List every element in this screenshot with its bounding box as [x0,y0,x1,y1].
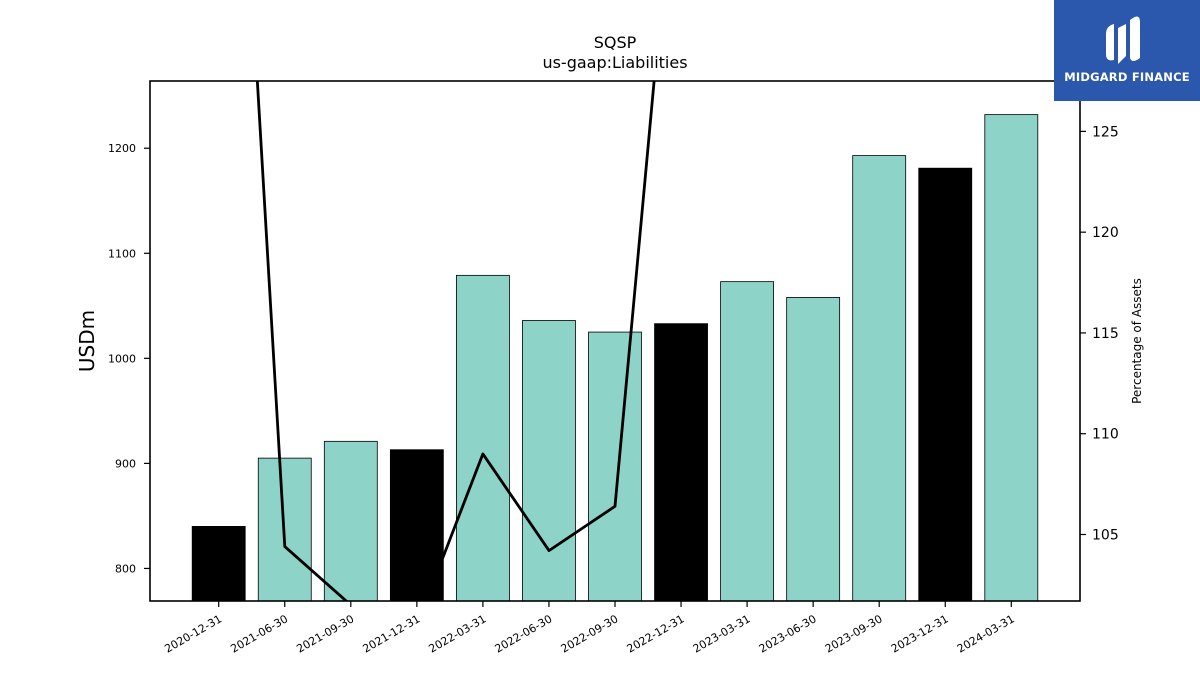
x-tick-label: 2023-06-30 [757,612,819,655]
x-tick-label: 2021-06-30 [228,612,290,655]
bar-2022-09-30 [588,331,642,602]
x-tick-label: 2022-03-31 [427,612,489,655]
bar-2022-06-30 [522,320,576,602]
logo-mark-icon [1106,16,1140,64]
right-y-axis-label: Percentage of Assets [1130,278,1144,404]
logo-text: MIDGARD FINANCE [1064,70,1190,84]
bar-2021-09-30 [323,440,378,602]
y2-tick-label: 105 [1092,527,1119,543]
y-tick-label: 1000 [108,352,136,365]
x-tick-label: 2024-03-31 [955,612,1017,655]
x-tick-label: 2023-12-31 [889,612,951,655]
midgard-finance-logo: MIDGARD FINANCE [1054,0,1200,101]
y2-tick-label: 115 [1092,326,1119,342]
x-tick-label: 2020-12-31 [162,612,224,655]
chart-title: SQSP [594,33,637,52]
bar-2020-12-31 [191,526,246,602]
percentage-line-series [255,81,656,601]
bar-2023-09-30 [852,155,907,602]
bar-series [191,114,1039,602]
chart-subtitle: us-gaap:Liabilities [542,53,687,72]
y-tick-label: 800 [115,562,136,575]
percentage-of-assets-line [255,81,656,601]
y-tick-label: 900 [115,457,136,470]
x-tick-label: 2021-12-31 [360,612,422,655]
x-tick-label: 2023-03-31 [691,612,753,655]
x-axis-ticks: 2020-12-31 2021-06-30 2021-09-30 2021-12-31… [162,601,1017,656]
bar-2023-03-31 [720,281,774,602]
bar-2022-12-31 [654,323,708,602]
y-tick-label: 1200 [108,142,136,155]
y-tick-label: 1100 [108,247,136,260]
x-tick-label: 2022-09-30 [559,612,621,655]
right-axis-ticks: 105 110 115 120 125 [1080,124,1119,543]
x-tick-label: 2021-09-30 [294,612,356,655]
bar-2022-03-31 [455,274,510,602]
y2-tick-label: 110 [1092,427,1119,443]
bar-2024-03-31 [984,114,1039,602]
bar-2023-06-30 [786,297,841,602]
x-tick-label: 2023-09-30 [823,612,885,655]
x-tick-label: 2022-12-31 [625,612,687,655]
y-axis-label: USDm [75,310,99,372]
x-tick-label: 2022-06-30 [493,612,555,655]
left-axis-ticks: 800 900 1000 1100 1200 [108,142,150,575]
y2-tick-label: 120 [1092,225,1119,241]
bar-2023-12-31 [918,167,973,602]
y2-tick-label: 125 [1092,124,1119,140]
